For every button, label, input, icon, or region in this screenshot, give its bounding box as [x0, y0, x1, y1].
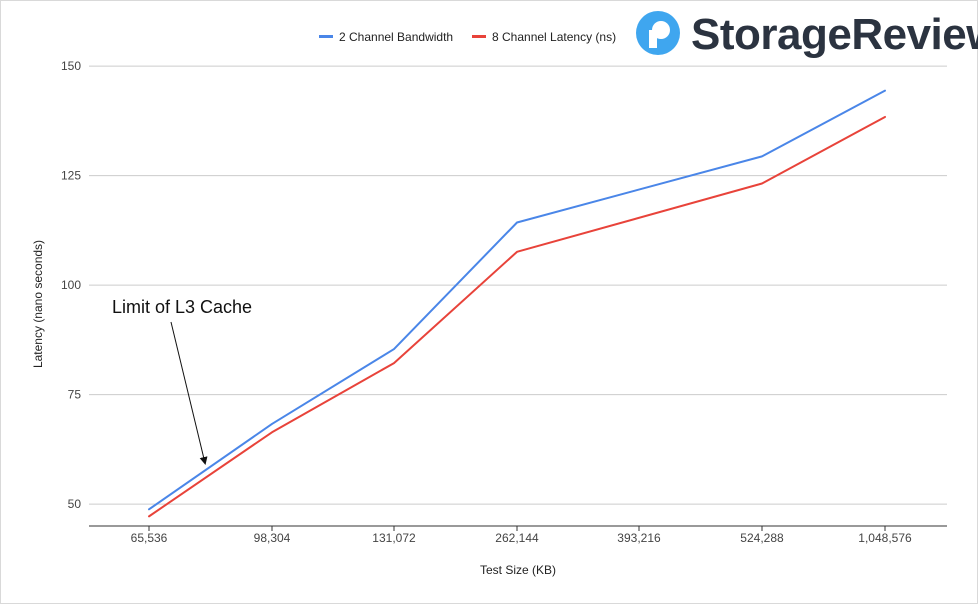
y-axis-title: Latency (nano seconds) — [31, 240, 45, 368]
storagereview-logo-icon — [636, 11, 680, 55]
x-axis-title: Test Size (KB) — [480, 563, 556, 577]
legend-label: 8 Channel Latency (ns) — [492, 30, 616, 44]
y-tick-label: 75 — [68, 388, 82, 402]
legend-item-1: 2 Channel Bandwidth — [319, 30, 453, 44]
y-tick-label: 50 — [68, 497, 82, 511]
x-tick-label: 65,536 — [131, 531, 168, 545]
annotation-arrow — [170, 321, 208, 465]
legend: 2 Channel Bandwidth 8 Channel Latency (ns… — [319, 30, 616, 44]
legend-swatch — [319, 35, 333, 38]
series-line-2 — [148, 115, 886, 518]
x-tick-label: 393,216 — [617, 531, 661, 545]
y-tick-label: 100 — [61, 278, 81, 292]
brand-logo: StorageReview — [636, 10, 978, 59]
x-tick-label: 131,072 — [372, 531, 416, 545]
y-tick-label: 125 — [61, 169, 81, 183]
x-tick-label: 262,144 — [495, 531, 539, 545]
brand-name: StorageReview — [691, 10, 978, 59]
annotation-label: Limit of L3 Cache — [112, 297, 252, 317]
x-tick-label: 98,304 — [254, 531, 291, 545]
annotation-group: Limit of L3 Cache — [112, 297, 252, 465]
legend-item-2: 8 Channel Latency (ns) — [472, 30, 616, 44]
legend-swatch — [472, 35, 486, 38]
x-tick-label: 524,288 — [740, 531, 784, 545]
axes: 50 75 100 125 150 65,536 98,304 131,072 262,144 3… — [61, 59, 947, 545]
y-tick-label: 150 — [61, 59, 81, 73]
series-lines — [148, 89, 886, 518]
legend-label: 2 Channel Bandwidth — [339, 30, 453, 44]
series-line-1 — [148, 89, 886, 511]
gridlines — [89, 65, 947, 505]
x-tick-label: 1,048,576 — [858, 531, 912, 545]
